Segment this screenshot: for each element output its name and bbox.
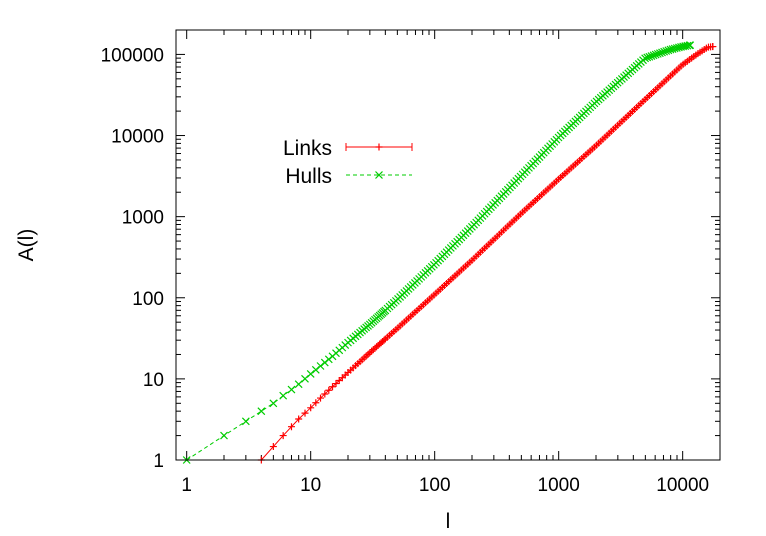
- plot-series: [182, 41, 717, 464]
- data-point: [643, 53, 652, 62]
- data-point: [651, 50, 660, 59]
- data-point: [287, 385, 296, 394]
- data-point: [658, 48, 666, 57]
- legend-samples: [345, 143, 413, 179]
- y-tick-label: 100: [132, 289, 164, 310]
- x-tick-label: 10000: [656, 475, 709, 496]
- series-links: [257, 43, 717, 464]
- data-point: [301, 409, 309, 417]
- x-tick-label: 1000: [538, 475, 580, 496]
- data-point: [269, 443, 277, 451]
- legend-label-links: Links: [283, 137, 332, 160]
- y-tick-label: 1000: [122, 208, 164, 229]
- data-point: [321, 390, 329, 398]
- y-tick-labels: 1 10 100 1000 10000 100000: [101, 45, 164, 472]
- data-point: [645, 52, 654, 61]
- data-point: [279, 432, 287, 440]
- data-point: [317, 394, 325, 402]
- data-point: [257, 407, 266, 416]
- data-point: [329, 383, 337, 391]
- legend: Links Hulls: [283, 137, 413, 188]
- y-axis-label: A(l): [15, 229, 38, 262]
- data-point: [660, 47, 669, 56]
- x-tick-label: 1: [181, 475, 192, 496]
- data-point: [368, 347, 376, 355]
- data-point: [686, 41, 695, 50]
- legend-marker-links: [375, 143, 383, 151]
- data-point: [306, 370, 315, 378]
- data-point: [325, 386, 333, 394]
- data-point: [380, 336, 388, 344]
- data-point: [307, 404, 315, 412]
- data-point: [332, 380, 340, 388]
- y-tick-label: 10000: [111, 127, 164, 148]
- series-hulls: [182, 41, 695, 464]
- legend-marker-hulls: [375, 171, 383, 179]
- data-point: [295, 415, 303, 423]
- plot-frame: [175, 29, 721, 461]
- data-point: [649, 51, 658, 60]
- x-tick-labels: 1 10 100 1000 10000: [181, 475, 709, 496]
- x-tick-label: 10: [300, 475, 321, 496]
- data-point: [641, 54, 650, 63]
- data-point: [312, 399, 320, 407]
- data-point: [241, 417, 250, 426]
- y-tick-label: 1: [153, 451, 164, 472]
- data-point: [269, 399, 278, 408]
- data-point: [655, 49, 664, 58]
- data-point: [683, 41, 692, 50]
- data-point: [653, 49, 662, 58]
- y-tick-label: 100000: [101, 45, 164, 66]
- data-point: [287, 423, 295, 431]
- data-point: [311, 365, 320, 374]
- data-point: [220, 431, 228, 440]
- data-point: [294, 380, 303, 389]
- data-point: [709, 43, 717, 51]
- legend-label-hulls: Hulls: [285, 165, 332, 188]
- data-point: [662, 47, 671, 55]
- y-tick-label: 10: [143, 370, 164, 391]
- x-tick-label: 100: [419, 475, 451, 496]
- data-point: [279, 391, 288, 400]
- x-axis-label: l: [446, 510, 451, 533]
- data-point: [647, 52, 656, 60]
